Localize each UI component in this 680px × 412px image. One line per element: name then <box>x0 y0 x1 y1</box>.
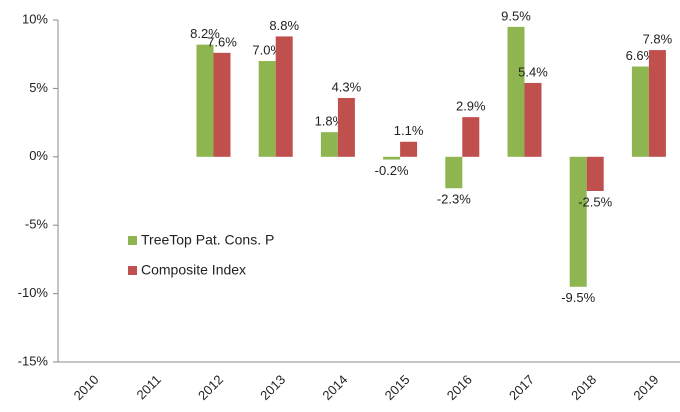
bar <box>648 50 666 157</box>
x-tick-label: 2016 <box>444 372 475 403</box>
bar <box>383 156 401 160</box>
value-label: 1.8% <box>315 114 345 129</box>
legend-swatch <box>128 236 137 245</box>
bar <box>507 26 525 157</box>
value-label: 8.2% <box>190 26 220 41</box>
y-tick-label: -5% <box>25 217 49 232</box>
bar <box>213 52 231 157</box>
value-label: 7.8% <box>643 32 673 47</box>
bar <box>275 36 293 157</box>
value-label: -2.5% <box>578 194 612 209</box>
value-label: 8.8% <box>269 18 299 33</box>
legend-label: TreeTop Pat. Cons. P <box>141 232 274 248</box>
value-label: 6.6% <box>626 48 656 63</box>
x-tick-label: 2010 <box>71 372 102 403</box>
x-tick-label: 2011 <box>133 372 163 402</box>
bar <box>258 61 276 157</box>
bar <box>586 156 604 191</box>
bar <box>445 156 463 189</box>
y-tick-label: 5% <box>29 80 48 95</box>
bar <box>196 44 214 157</box>
bar <box>631 66 649 157</box>
x-tick-label: 2013 <box>257 372 288 403</box>
y-tick-label: -15% <box>18 353 49 368</box>
x-tick-label: 2017 <box>506 372 537 403</box>
value-label: 5.4% <box>518 64 548 79</box>
value-label: -9.5% <box>561 290 595 305</box>
legend-swatch <box>128 266 137 275</box>
x-tick-label: 2015 <box>382 372 413 403</box>
y-tick-label: 0% <box>29 148 48 163</box>
value-label: 7.6% <box>207 34 237 49</box>
bar <box>524 82 542 157</box>
value-label: 9.5% <box>501 8 531 23</box>
x-tick-label: 2019 <box>630 372 661 403</box>
y-tick-label: 10% <box>22 11 48 26</box>
bar <box>569 156 587 287</box>
bar <box>462 117 480 157</box>
value-label: 2.9% <box>456 99 486 114</box>
value-label: 1.1% <box>394 123 424 138</box>
bar <box>320 132 338 157</box>
x-tick-label: 2014 <box>319 372 350 403</box>
value-label: -2.3% <box>437 192 471 207</box>
y-tick-label: -10% <box>18 285 49 300</box>
legend-label: Composite Index <box>141 262 246 278</box>
x-tick-label: 2018 <box>568 372 599 403</box>
value-label: 4.3% <box>332 79 362 94</box>
bar <box>400 141 418 157</box>
value-label: 7.0% <box>252 42 282 57</box>
value-label: -0.2% <box>375 163 409 178</box>
x-tick-label: 2012 <box>195 372 226 403</box>
bar <box>337 97 355 157</box>
